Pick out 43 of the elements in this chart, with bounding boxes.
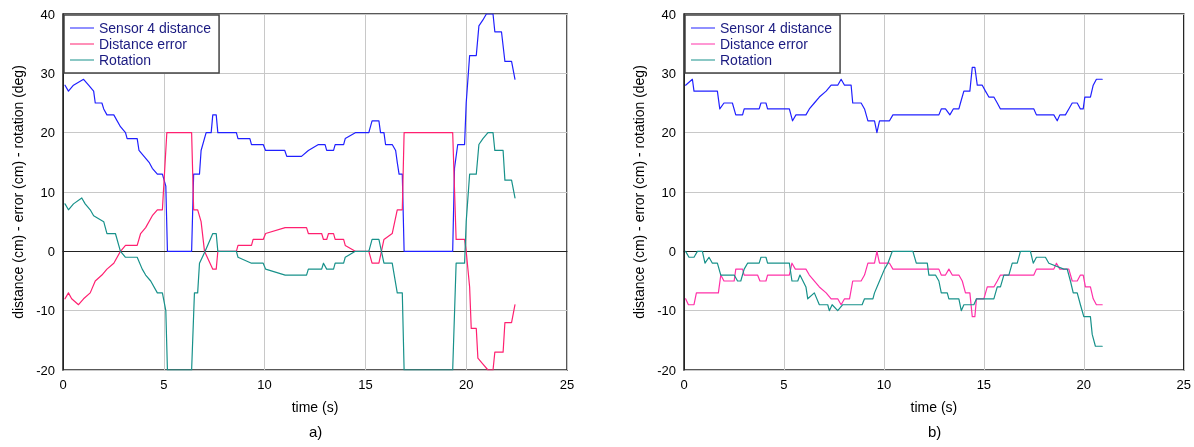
y-tick-label: 30 — [661, 65, 676, 81]
line-series — [685, 66, 1103, 134]
line-series — [64, 132, 516, 371]
x-axis-title: time (s) — [910, 399, 958, 415]
y-tick-label: -20 — [36, 362, 55, 378]
x-tick-label: 15 — [976, 377, 992, 392]
x-tick-label: 0 — [59, 377, 67, 392]
legend-label: Distance error — [720, 36, 809, 52]
text: a) — [309, 423, 323, 440]
text: b) — [928, 423, 942, 440]
y-tick-label: -10 — [657, 303, 676, 319]
y-tick-label: 10 — [40, 184, 55, 200]
x-tick-label: 5 — [160, 377, 168, 392]
legend-label: Sensor 4 distance — [99, 20, 212, 36]
x-tick-label: 20 — [1076, 377, 1092, 392]
y-tick-label: -10 — [36, 303, 55, 319]
y-tick-label: 40 — [661, 6, 676, 22]
x-tick-label: 20 — [458, 377, 474, 392]
legend-label: Distance error — [99, 36, 188, 52]
legend-label: Sensor 4 distance — [720, 20, 833, 36]
legend-label: Rotation — [99, 52, 152, 68]
y-tick-label: -20 — [657, 362, 676, 378]
y-tick-label: 0 — [47, 243, 55, 259]
y-axis-title: distance (cm) - error (cm) - rotation (deg) — [631, 65, 648, 319]
y-tick-label: 20 — [661, 125, 676, 141]
line-series — [685, 250, 1103, 347]
y-tick-label: 30 — [40, 65, 55, 81]
legend-label: Rotation — [720, 52, 773, 68]
y-tick-label: 10 — [661, 184, 676, 200]
y-axis-title: distance (cm) - error (cm) - rotation (deg) — [10, 65, 27, 319]
x-axis-title: time (s) — [291, 399, 339, 415]
x-tick-label: 25 — [559, 377, 575, 392]
x-tick-label: 5 — [780, 377, 788, 392]
x-tick-label: 15 — [358, 377, 373, 392]
x-tick-label: 0 — [680, 377, 688, 392]
x-tick-label: 10 — [257, 377, 272, 392]
y-tick-label: 0 — [668, 243, 676, 259]
line-series — [685, 250, 1103, 318]
y-tick-label: 20 — [40, 125, 55, 141]
line-series — [64, 13, 516, 252]
x-tick-label: 25 — [1176, 377, 1191, 392]
y-tick-label: 40 — [40, 6, 55, 22]
x-tick-label: 10 — [876, 377, 892, 392]
